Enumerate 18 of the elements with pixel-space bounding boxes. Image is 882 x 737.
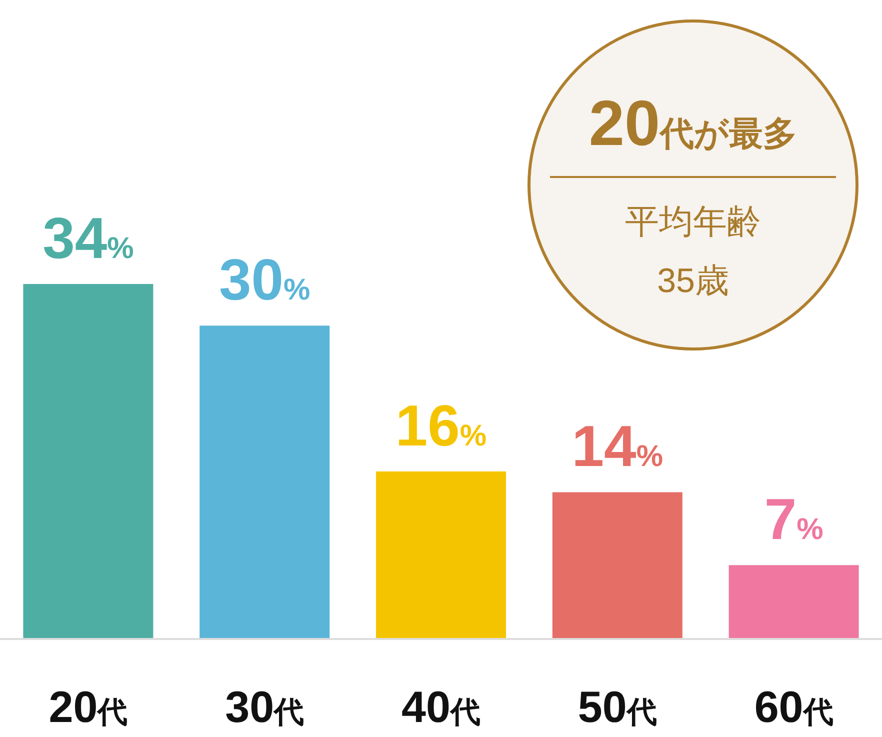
text: 平均年齢 (625, 203, 761, 241)
data-label: 34% (42, 206, 134, 271)
bar (552, 492, 682, 638)
data-label: 14% (572, 414, 663, 480)
x-tick-label: 60代 (754, 683, 834, 732)
x-tick-label: 40代 (402, 683, 480, 732)
bar (23, 284, 154, 638)
x-tick-label: 50代 (578, 683, 657, 732)
text: 20代が最多 (588, 87, 798, 159)
x-tick-label: 30代 (225, 683, 304, 732)
x-tick-label: 20代 (48, 683, 128, 732)
bar (376, 471, 506, 638)
annotation: 35歳 (657, 262, 729, 300)
data-label: 16% (395, 393, 487, 458)
bar (728, 565, 859, 638)
data-label: 30% (219, 248, 310, 313)
data-label: 7% (764, 487, 824, 552)
bar (200, 326, 330, 638)
